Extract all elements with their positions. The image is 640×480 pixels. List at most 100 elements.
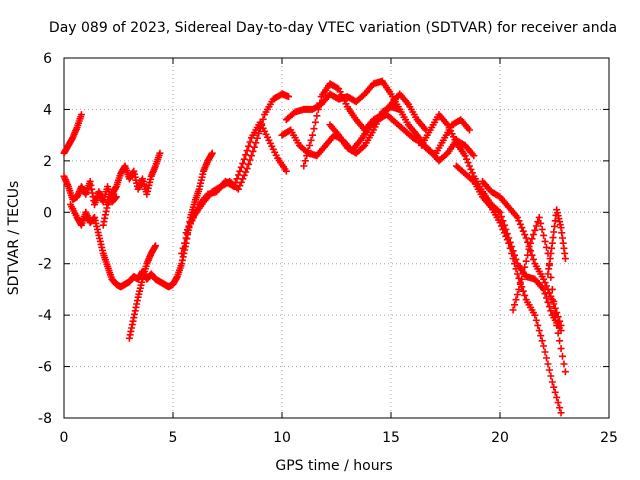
data-point (252, 139, 260, 147)
data-point (236, 167, 244, 175)
data-point (522, 234, 530, 242)
axes (63, 57, 610, 419)
series-track-2 (60, 172, 120, 209)
x-tick-label: 10 (273, 430, 291, 446)
chart-title: Day 089 of 2023, Sidereal Day-to-day VTE… (49, 20, 617, 36)
data-point (464, 159, 472, 167)
data-point (519, 269, 527, 277)
data-point (242, 168, 250, 176)
data-point (231, 179, 239, 187)
data-point (540, 275, 548, 283)
data-point (243, 147, 251, 155)
data-point (181, 239, 189, 247)
data-point (461, 152, 469, 160)
data-point (554, 329, 562, 337)
data-point (506, 244, 514, 252)
data-point (538, 337, 546, 345)
data-point (467, 165, 475, 173)
data-point (313, 112, 321, 120)
data-point (499, 225, 507, 233)
data-point (309, 131, 317, 139)
data-point (556, 317, 564, 325)
y-tick-label: -2 (38, 257, 52, 273)
data-point (237, 163, 245, 171)
data-point (548, 285, 556, 293)
data-point (515, 285, 523, 293)
data-point (518, 275, 526, 283)
data-point (547, 292, 555, 300)
data-point (535, 327, 543, 335)
y-tick-label: -4 (38, 308, 52, 324)
data-point (304, 147, 312, 155)
data-point (535, 213, 543, 221)
data-point (519, 287, 527, 295)
data-point (518, 224, 526, 232)
data-point (521, 263, 529, 271)
data-point (250, 143, 258, 151)
data-point (554, 399, 562, 407)
data-point (547, 307, 555, 315)
data-point (300, 162, 308, 170)
data-point (537, 332, 545, 340)
x-tick-label: 5 (169, 430, 178, 446)
data-point (243, 165, 251, 173)
data-point (532, 222, 540, 230)
data-point (541, 348, 549, 356)
data-point (553, 393, 561, 401)
data-point (545, 303, 553, 311)
data-point (540, 342, 548, 350)
series-track-7 (178, 118, 290, 257)
data-point (543, 282, 551, 290)
y-axis-label: SDTVAR / TECUs (6, 181, 22, 296)
data-point (463, 155, 471, 163)
data-point (465, 162, 473, 170)
data-point (513, 291, 521, 299)
data-point (240, 155, 248, 163)
data-points (60, 77, 569, 417)
data-point (557, 409, 565, 417)
series-track-15 (509, 213, 569, 376)
data-point (505, 239, 513, 247)
data-point (236, 182, 244, 190)
data-point (545, 366, 553, 374)
data-point (540, 231, 548, 239)
data-point (247, 152, 255, 160)
data-point (246, 138, 254, 146)
data-point (561, 255, 569, 263)
data-point (522, 257, 530, 265)
data-point (182, 234, 190, 242)
data-point (543, 294, 551, 302)
y-tick-label: 6 (43, 51, 52, 67)
data-point (246, 156, 254, 164)
data-point (311, 118, 319, 126)
series-track-5 (125, 242, 160, 342)
data-point (551, 309, 559, 317)
data-point (528, 235, 536, 243)
data-point (529, 255, 537, 263)
data-point (249, 147, 257, 155)
y-tick-label: -8 (38, 411, 52, 427)
data-point (521, 291, 529, 299)
data-point (561, 368, 569, 376)
data-point (301, 157, 309, 165)
data-point (359, 143, 367, 151)
x-tick-label: 0 (60, 430, 69, 446)
data-point (245, 160, 253, 168)
data-point (156, 149, 164, 157)
data-point (303, 152, 311, 160)
data-point (234, 171, 242, 179)
data-point (531, 311, 539, 319)
data-point (537, 219, 545, 227)
data-point (310, 125, 318, 133)
data-point (521, 231, 529, 239)
series-track-11 (326, 103, 404, 157)
data-point (179, 244, 187, 252)
data-point (556, 337, 564, 345)
data-point (511, 260, 519, 268)
data-point (513, 270, 521, 278)
data-point (314, 105, 322, 113)
data-point (306, 141, 314, 149)
series-track-4 (99, 149, 164, 229)
data-point (77, 111, 85, 119)
